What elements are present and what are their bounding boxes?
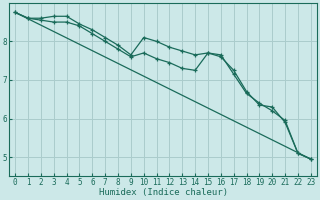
X-axis label: Humidex (Indice chaleur): Humidex (Indice chaleur) bbox=[99, 188, 228, 197]
